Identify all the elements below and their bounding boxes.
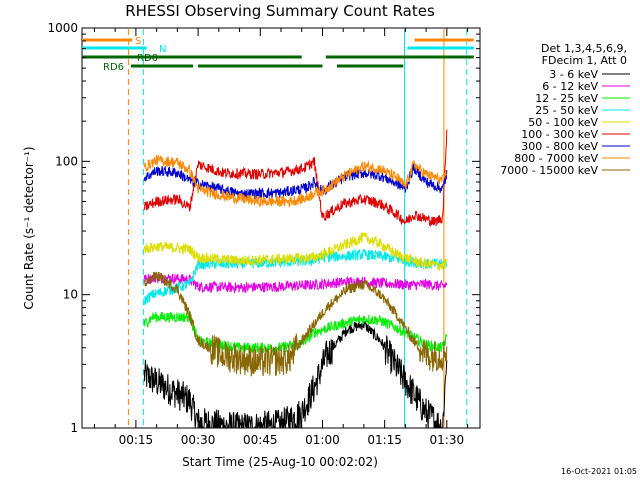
y-tick-label: 1000 — [47, 21, 78, 35]
legend-entry: 50 - 100 keV — [528, 116, 598, 129]
x-tick-label: 00:15 — [119, 433, 154, 447]
flag-label: RD0 — [137, 53, 158, 64]
series-line — [143, 232, 448, 271]
chart-title: RHESSI Observing Summary Count Rates — [125, 2, 435, 20]
flag-label: N — [159, 44, 166, 55]
x-tick-label: 00:30 — [181, 433, 216, 447]
series-line — [143, 320, 448, 430]
flag-label: RD6 — [103, 62, 124, 73]
legend-entry: 300 - 800 keV — [521, 140, 598, 153]
legend-header: Det 1,3,4,5,6,9, — [541, 42, 627, 55]
legend-entry: 6 - 12 keV — [542, 80, 598, 93]
series-line — [143, 129, 448, 228]
x-tick-label: 00:45 — [243, 433, 278, 447]
y-tick-label: 1 — [70, 421, 78, 435]
y-axis-label: Count Rate (s⁻¹ detector⁻¹) — [22, 146, 36, 309]
y-tick-label: 10 — [63, 288, 78, 302]
legend-entry: 7000 - 15000 keV — [500, 164, 598, 177]
legend-entry: 800 - 7000 keV — [514, 152, 598, 165]
series-line — [143, 154, 448, 209]
flag-label: S — [135, 36, 141, 47]
series-line — [143, 248, 448, 305]
x-tick-label: 01:30 — [430, 433, 465, 447]
timestamp: 16-Oct-2021 01:05 — [561, 467, 637, 476]
legend-entry: 3 - 6 keV — [549, 68, 598, 81]
y-tick-label: 100 — [55, 154, 78, 168]
series-line — [143, 271, 448, 377]
series-line — [143, 273, 448, 294]
legend-entry: 12 - 25 keV — [535, 92, 598, 105]
x-tick-label: 01:00 — [305, 433, 340, 447]
legend-header: FDecim 1, Att 0 — [542, 54, 627, 67]
legend-entry: 25 - 50 keV — [535, 104, 598, 117]
plot-frame — [81, 27, 481, 429]
legend-entry: 100 - 300 keV — [521, 128, 598, 141]
x-axis-label: Start Time (25-Aug-10 00:02:02) — [182, 455, 378, 469]
x-tick-label: 01:15 — [367, 433, 402, 447]
